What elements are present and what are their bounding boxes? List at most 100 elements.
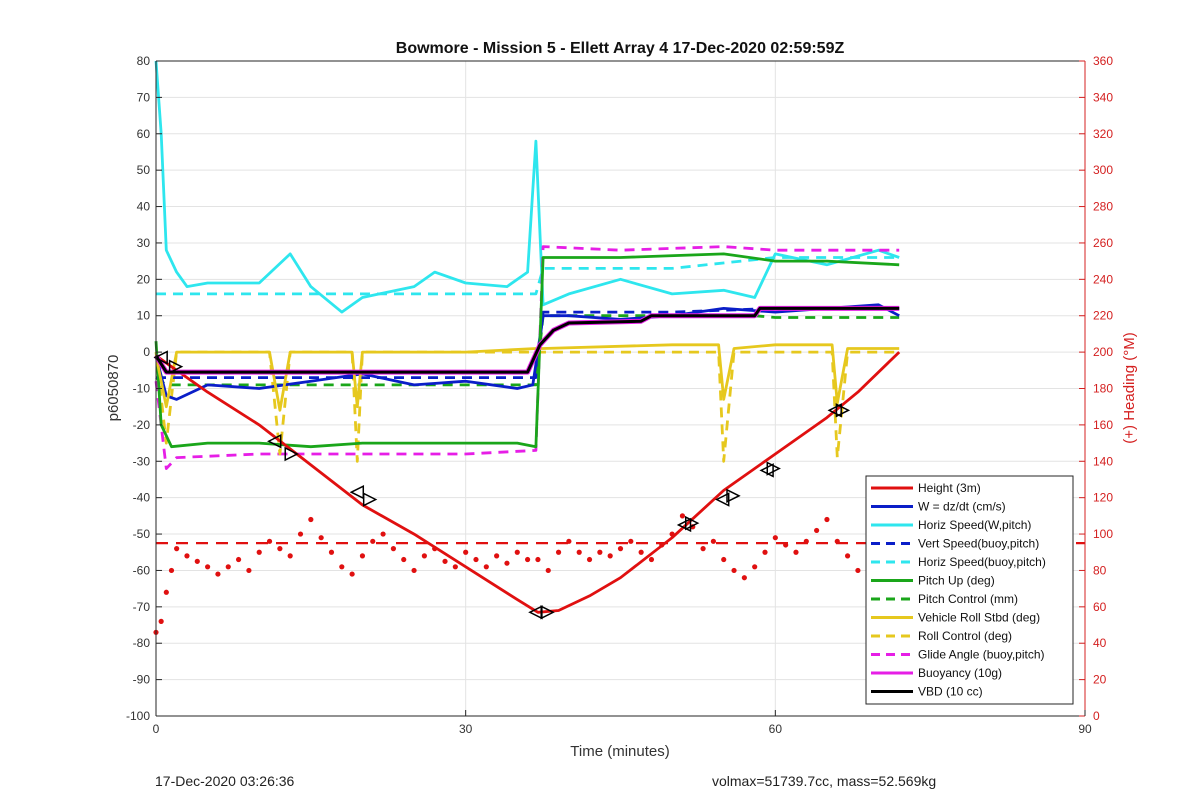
- heading-point: [741, 575, 747, 581]
- y-tick-label: -70: [133, 600, 151, 614]
- y-tick-label-right: 340: [1093, 90, 1113, 104]
- y-tick-label: 70: [137, 90, 151, 104]
- y-tick-label: -90: [133, 673, 151, 687]
- y-axis-label: p6050870: [105, 355, 122, 422]
- heading-point: [721, 556, 727, 563]
- y-tick-label-right: 160: [1093, 418, 1113, 432]
- series-line: [154, 306, 900, 374]
- heading-point: [483, 564, 489, 570]
- heading-point: [168, 567, 175, 574]
- heading-point: [370, 538, 376, 544]
- heading-point: [246, 567, 252, 574]
- heading-point: [380, 531, 386, 537]
- heading-point: [628, 538, 634, 544]
- y-tick-label: 60: [137, 127, 151, 141]
- y-tick-label: -80: [133, 636, 151, 650]
- y-tick-label-right: 200: [1093, 345, 1113, 359]
- x-tick-label: 30: [459, 722, 473, 736]
- x-tick-label: 90: [1078, 722, 1092, 736]
- heading-point: [473, 556, 479, 563]
- marker-triangle: [827, 403, 842, 418]
- heading-point: [463, 549, 469, 555]
- heading-point: [225, 564, 231, 570]
- y-tick-label-right: 300: [1093, 163, 1113, 177]
- heading-point: [328, 549, 335, 555]
- y-tick-label: -100: [126, 709, 150, 723]
- series-line: [154, 245, 900, 471]
- heading-point: [752, 564, 758, 570]
- y-tick-label: -10: [133, 382, 151, 396]
- legend: Height (3m) W = dz/dt (cm/s) Horiz Speed(W…: [865, 475, 1074, 705]
- legend-label: Vert Speed(buoy,pitch): [918, 537, 1039, 551]
- y-tick-label: 30: [137, 236, 151, 250]
- footer-volmax-mass: volmax=51739.7cc, mass=52.569kg: [712, 773, 937, 789]
- y-tick-label-right: 180: [1093, 382, 1113, 396]
- heading-point: [235, 556, 242, 563]
- heading-point: [277, 546, 283, 552]
- y-tick-label-right: 260: [1093, 236, 1113, 250]
- heading-point: [411, 567, 417, 574]
- y-tick-label-right: 280: [1093, 200, 1113, 214]
- legend-label: Height (3m): [918, 481, 981, 495]
- heading-point: [308, 516, 314, 523]
- heading-point: [834, 538, 840, 544]
- heading-point: [586, 556, 593, 563]
- heading-point: [504, 560, 510, 566]
- heading-point: [731, 567, 737, 574]
- y-tick-label-right: 40: [1093, 636, 1107, 650]
- heading-point: [158, 618, 164, 624]
- legend-label: Horiz Speed(W,pitch): [918, 518, 1031, 532]
- marker-triangle: [715, 492, 730, 507]
- heading-point: [194, 558, 200, 564]
- heading-point: [638, 549, 644, 555]
- heading-point: [679, 513, 686, 519]
- heading-point: [494, 553, 500, 559]
- marker-triangle: [349, 484, 365, 500]
- heading-point: [359, 553, 366, 559]
- marker-triangle: [766, 461, 781, 476]
- y-tick-label: 20: [137, 272, 151, 286]
- heading-point: [184, 553, 190, 559]
- heading-point: [783, 542, 789, 548]
- heading-point: [163, 589, 169, 595]
- heading-point: [793, 549, 799, 555]
- y-tick-label-right: 0: [1093, 709, 1100, 723]
- y-tick-label: -30: [133, 454, 151, 468]
- heading-point: [659, 542, 665, 548]
- y-tick-label: 10: [137, 309, 151, 323]
- y-tick-label: 50: [137, 163, 151, 177]
- y-tick-label-right: 100: [1093, 527, 1113, 541]
- legend-label: Pitch Up (deg): [918, 574, 995, 588]
- heading-point: [844, 553, 851, 559]
- marker-triangle: [726, 488, 741, 504]
- marker-triangle: [284, 446, 299, 462]
- heading-point: [535, 556, 541, 563]
- y-tick-label: 40: [137, 200, 151, 214]
- chart-title: Bowmore - Mission 5 - Ellett Array 4 17-…: [396, 40, 845, 57]
- heading-point: [762, 549, 768, 555]
- heading-point: [514, 549, 520, 555]
- heading-point: [205, 564, 211, 570]
- y-tick-label: -50: [133, 527, 151, 541]
- y-tick-label-right: 240: [1093, 272, 1113, 286]
- heading-point: [432, 546, 438, 552]
- y-axis-label-right: (+) Heading (°M): [1121, 332, 1138, 443]
- legend-label: VBD (10 cc): [918, 685, 983, 699]
- legend-label: Horiz Speed(buoy,pitch): [918, 555, 1046, 569]
- marker-triangle: [362, 492, 378, 507]
- y-tick-label-right: 220: [1093, 309, 1113, 323]
- heading-point: [607, 553, 613, 559]
- y-tick-label-right: 360: [1093, 54, 1113, 68]
- heading-point: [545, 567, 551, 574]
- y-tick-label-right: 120: [1093, 491, 1113, 505]
- y-tick-label-right: 140: [1093, 454, 1113, 468]
- marker-triangle: [684, 515, 700, 531]
- legend-label: Vehicle Roll Stbd (deg): [918, 611, 1040, 625]
- x-axis-label: Time (minutes): [570, 743, 669, 760]
- legend-label: Roll Control (deg): [918, 629, 1012, 643]
- legend-label: W = dz/dt (cm/s): [918, 500, 1006, 514]
- heading-point: [597, 549, 603, 555]
- heading-point: [772, 535, 778, 541]
- marker-triangle: [676, 517, 692, 533]
- x-tick-label: 0: [153, 722, 160, 736]
